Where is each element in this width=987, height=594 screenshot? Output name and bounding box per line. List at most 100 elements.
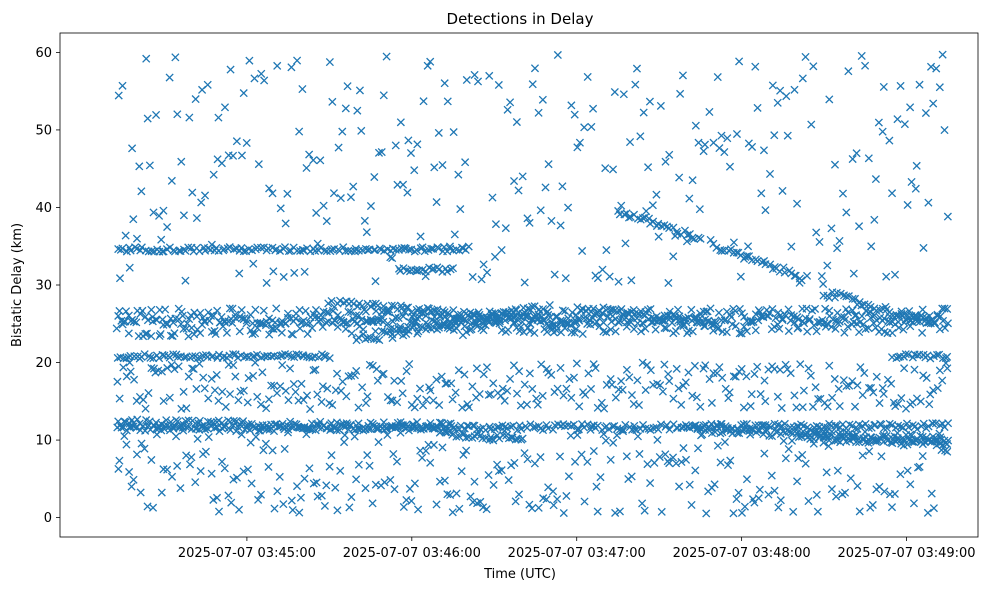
detection-point: [353, 106, 362, 115]
detection-point: [386, 475, 395, 485]
detection-point: [848, 377, 857, 386]
detection-point: [597, 398, 606, 407]
detection-point: [171, 53, 180, 62]
detection-point: [919, 313, 928, 322]
detection-point: [114, 91, 123, 100]
detection-point: [840, 488, 850, 497]
detection-point: [573, 430, 582, 440]
detection-point: [658, 387, 667, 396]
detection-point: [165, 73, 174, 82]
detection-point: [944, 419, 953, 428]
detection-point: [585, 315, 594, 325]
detection-point: [909, 499, 919, 508]
detection-point: [853, 381, 862, 390]
detection-point: [156, 329, 165, 339]
detection-point: [394, 314, 403, 323]
detection-point: [530, 64, 540, 73]
detection-point: [882, 424, 892, 433]
detection-point: [379, 369, 388, 378]
detection-point: [558, 306, 567, 315]
detection-point: [879, 389, 888, 399]
detection-point: [912, 161, 921, 170]
detection-point: [618, 309, 627, 319]
detection-point: [536, 453, 545, 462]
detection-point: [458, 403, 467, 412]
detection-point: [176, 420, 185, 429]
detection-point: [803, 327, 812, 336]
detection-point: [284, 396, 293, 405]
detection-point: [919, 243, 928, 252]
detection-point: [224, 317, 233, 326]
detection-point: [497, 246, 506, 255]
detection-point: [600, 404, 609, 413]
detection-point: [112, 324, 121, 333]
detection-point: [193, 354, 202, 363]
detection-point: [429, 440, 438, 450]
detection-point: [435, 477, 445, 486]
detection-point: [253, 392, 262, 401]
detection-point: [877, 452, 886, 461]
detection-point: [641, 324, 650, 333]
detection-point: [512, 389, 522, 398]
detection-point: [503, 105, 512, 114]
detection-point: [479, 370, 488, 379]
detection-point: [507, 433, 516, 442]
detection-point: [700, 322, 709, 331]
detection-point: [698, 430, 707, 439]
detection-point: [147, 455, 156, 465]
detection-point: [729, 509, 738, 518]
detection-point: [834, 384, 843, 393]
detection-point: [413, 394, 422, 403]
detection-point: [151, 315, 161, 324]
detection-point: [446, 419, 455, 428]
detection-point: [397, 376, 406, 386]
detection-point: [427, 244, 436, 253]
detection-point: [850, 402, 860, 411]
detection-point: [382, 52, 391, 61]
detection-point: [811, 383, 820, 392]
detection-point: [635, 449, 644, 459]
detection-point: [498, 384, 507, 393]
detection-point: [129, 215, 138, 224]
detection-point: [435, 400, 444, 410]
detection-point: [713, 73, 722, 82]
detection-point: [377, 148, 386, 157]
detection-point: [695, 318, 704, 327]
detection-point: [768, 81, 777, 90]
detection-point: [368, 419, 377, 429]
detection-point: [210, 386, 220, 395]
detection-point: [869, 388, 878, 397]
detection-point: [410, 403, 419, 412]
detection-point: [371, 327, 380, 336]
detection-point: [720, 148, 729, 157]
detection-point: [206, 311, 216, 320]
detection-point: [511, 497, 520, 506]
detection-point: [196, 467, 205, 476]
detection-point: [355, 86, 364, 95]
detection-point: [484, 318, 494, 327]
detection-point: [250, 329, 260, 338]
detection-point: [691, 121, 700, 130]
detection-point: [169, 318, 178, 327]
detection-point: [918, 452, 927, 461]
detection-point: [868, 500, 877, 510]
detection-point: [688, 327, 697, 336]
detection-point: [542, 327, 552, 337]
detection-point: [141, 404, 150, 413]
detection-point: [376, 315, 386, 325]
detection-point: [562, 491, 571, 501]
detection-point: [303, 329, 312, 339]
detection-point: [688, 391, 697, 400]
detection-point: [312, 208, 321, 217]
detection-point: [346, 193, 356, 202]
detection-point: [399, 502, 408, 512]
detection-point: [137, 439, 146, 448]
detection-point: [530, 328, 539, 338]
detection-point: [191, 419, 200, 428]
detection-point: [633, 432, 643, 441]
detection-point: [605, 272, 614, 281]
detection-point: [825, 95, 834, 104]
detection-point: [733, 428, 742, 437]
detection-point: [330, 424, 339, 433]
detection-point: [212, 493, 222, 502]
